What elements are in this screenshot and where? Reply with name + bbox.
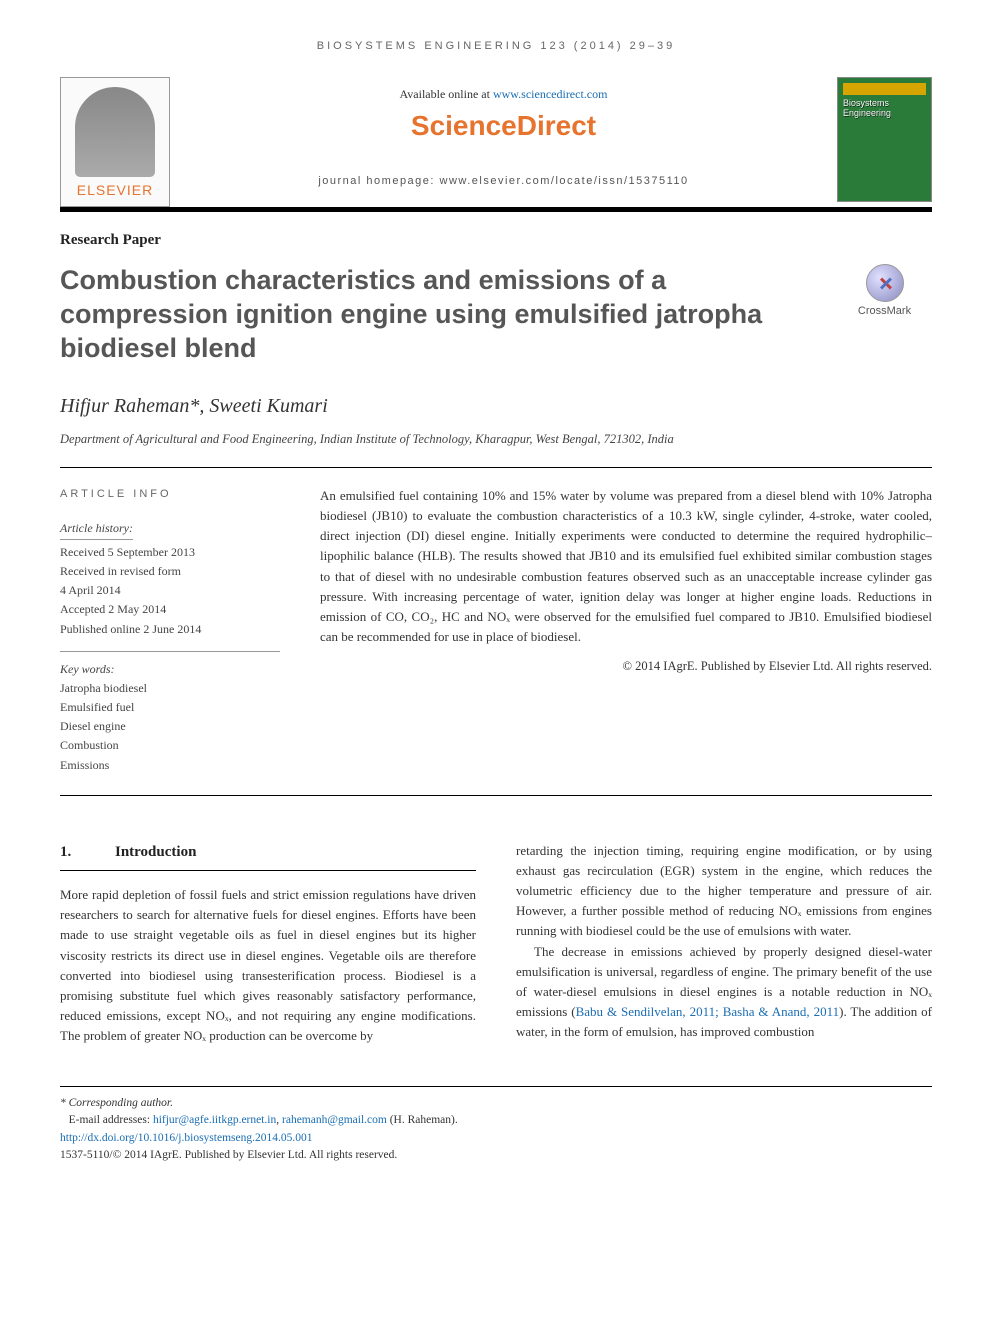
keyword-2: Emulsified fuel	[60, 698, 280, 717]
email-label: E-mail addresses:	[69, 1114, 153, 1126]
intro-paragraph-1-cont: retarding the injection timing, requirin…	[516, 841, 932, 942]
running-head-citation: BIOSYSTEMS ENGINEERING 123 (2014) 29–39	[60, 40, 932, 52]
intro-paragraph-1: More rapid depletion of fossil fuels and…	[60, 885, 476, 1046]
journal-cover-thumbnail[interactable]: Biosystems Engineering	[837, 77, 932, 202]
body-two-column: 1.Introduction More rapid depletion of f…	[60, 841, 932, 1046]
sciencedirect-logo[interactable]: ScienceDirect	[190, 110, 817, 142]
keywords-label: Key words:	[60, 651, 280, 679]
author-email-1[interactable]: hifjur@agfe.iitkgp.ernet.in	[153, 1114, 276, 1126]
page-footer: * Corresponding author. E-mail addresses…	[60, 1086, 932, 1164]
abstract-block: An emulsified fuel containing 10% and 15…	[320, 486, 932, 775]
crossmark-button[interactable]: CrossMark	[837, 264, 932, 317]
article-type-label: Research Paper	[60, 232, 932, 249]
history-revised-line2: 4 April 2014	[60, 581, 280, 600]
email-attribution: (H. Raheman).	[387, 1114, 458, 1126]
keyword-4: Combustion	[60, 736, 280, 755]
doi-link[interactable]: http://dx.doi.org/10.1016/j.biosystemsen…	[60, 1132, 312, 1144]
journal-cover-bar	[843, 83, 926, 95]
issn-copyright-line: 1537-5110/© 2014 IAgrE. Published by Els…	[60, 1147, 932, 1164]
elsevier-logo[interactable]: ELSEVIER	[60, 77, 170, 207]
abstract-text: An emulsified fuel containing 10% and 15…	[320, 488, 932, 644]
section-title: Introduction	[115, 844, 196, 860]
publisher-header: ELSEVIER Available online at www.science…	[60, 77, 932, 212]
elsevier-tree-icon	[75, 87, 155, 177]
elsevier-brand-text: ELSEVIER	[77, 182, 153, 198]
section-number: 1.	[60, 841, 115, 864]
intro-paragraph-2: The decrease in emissions achieved by pr…	[516, 942, 932, 1043]
crossmark-icon	[866, 264, 904, 302]
history-accepted: Accepted 2 May 2014	[60, 600, 280, 619]
journal-cover-title: Biosystems Engineering	[843, 98, 926, 118]
citation-link-babu-basha[interactable]: Babu & Sendilvelan, 2011; Basha & Anand,…	[576, 1004, 840, 1019]
history-revised-line1: Received in revised form	[60, 562, 280, 581]
body-column-left: 1.Introduction More rapid depletion of f…	[60, 841, 476, 1046]
keyword-5: Emissions	[60, 756, 280, 775]
available-online-line: Available online at www.sciencedirect.co…	[190, 87, 817, 102]
corresponding-author-note: * Corresponding author.	[60, 1095, 932, 1112]
article-info-sidebar: article info Article history: Received 5…	[60, 486, 280, 775]
email-line: E-mail addresses: hifjur@agfe.iitkgp.ern…	[60, 1112, 932, 1129]
article-title: Combustion characteristics and emissions…	[60, 264, 807, 365]
article-info-heading: article info	[60, 486, 280, 504]
sciencedirect-url-link[interactable]: www.sciencedirect.com	[493, 87, 608, 101]
author-list: Hifjur Raheman*, Sweeti Kumari	[60, 395, 932, 418]
author-affiliation: Department of Agricultural and Food Engi…	[60, 430, 932, 468]
keyword-1: Jatropha biodiesel	[60, 679, 280, 698]
history-published: Published online 2 June 2014	[60, 620, 280, 639]
abstract-copyright: © 2014 IAgrE. Published by Elsevier Ltd.…	[320, 657, 932, 676]
body-column-right: retarding the injection timing, requirin…	[516, 841, 932, 1046]
available-prefix: Available online at	[400, 87, 493, 101]
section-1-heading: 1.Introduction	[60, 841, 476, 871]
article-history-label: Article history:	[60, 519, 133, 540]
history-received: Received 5 September 2013	[60, 543, 280, 562]
author-email-2[interactable]: rahemanh@gmail.com	[282, 1114, 387, 1126]
keyword-3: Diesel engine	[60, 717, 280, 736]
journal-homepage-line: journal homepage: www.elsevier.com/locat…	[190, 175, 817, 187]
crossmark-label: CrossMark	[858, 305, 911, 317]
